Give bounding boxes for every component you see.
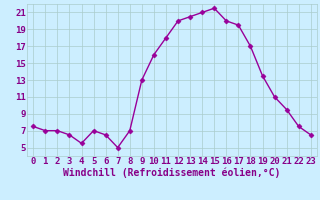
- X-axis label: Windchill (Refroidissement éolien,°C): Windchill (Refroidissement éolien,°C): [63, 168, 281, 178]
